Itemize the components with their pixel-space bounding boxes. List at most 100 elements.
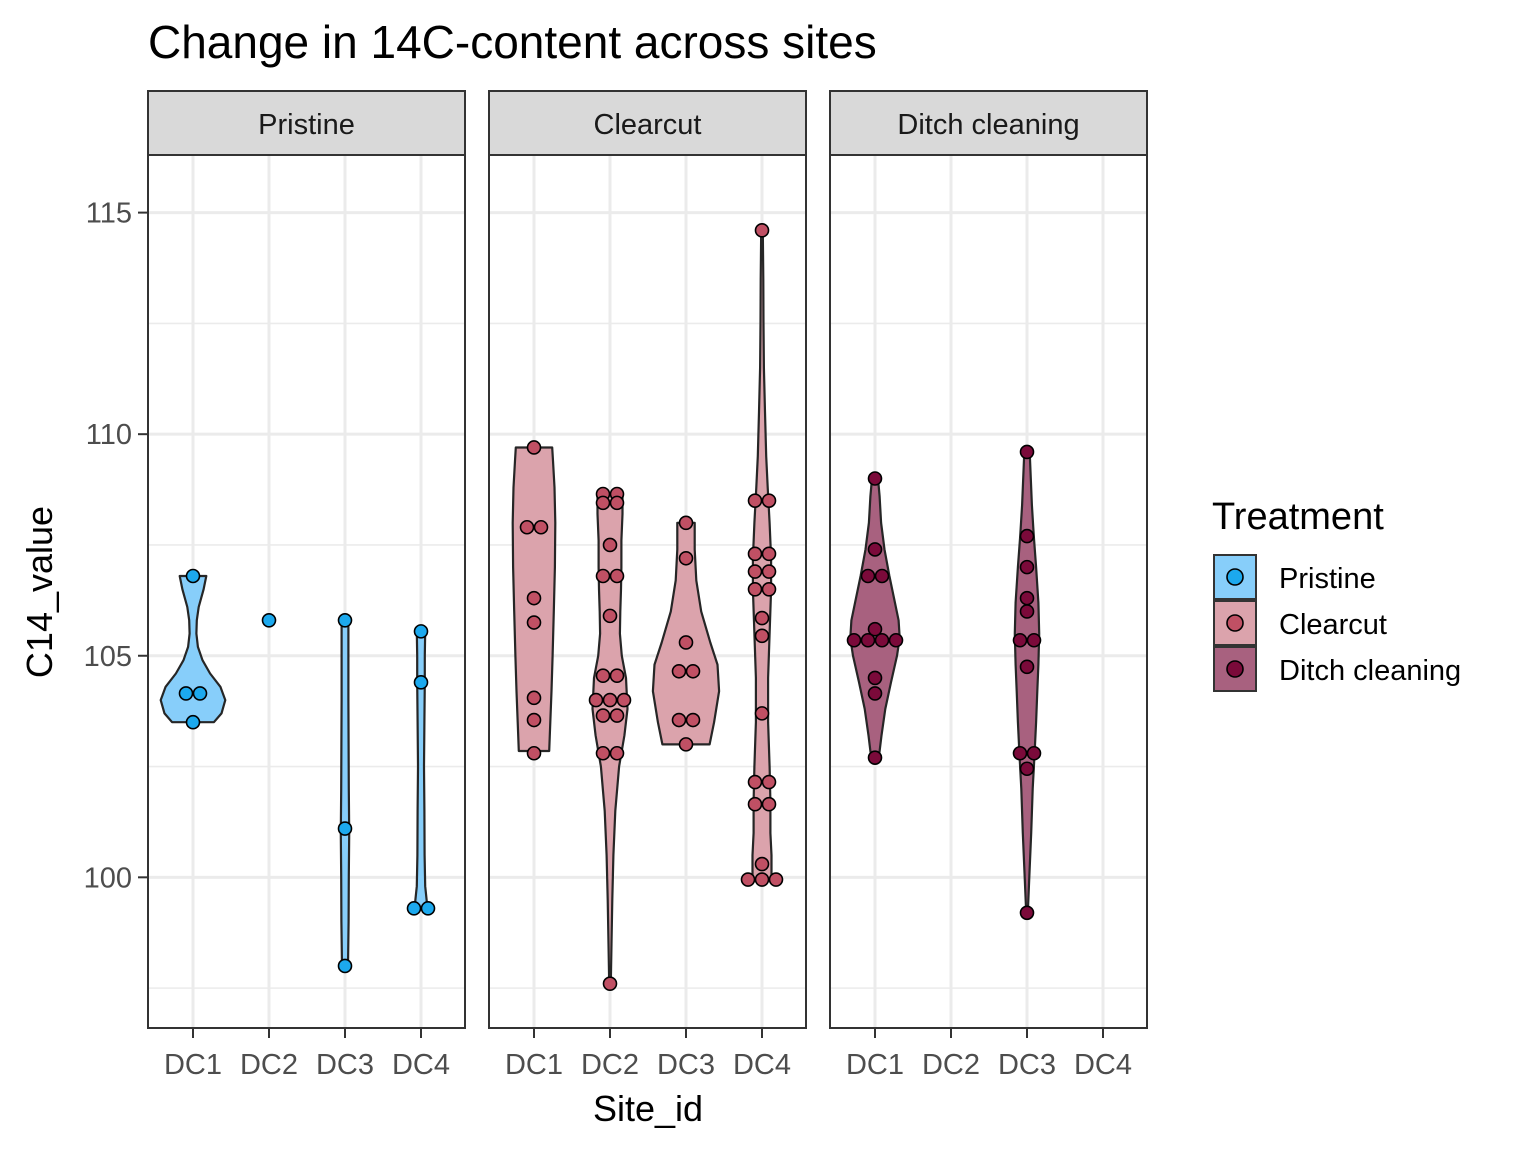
data-point bbox=[609, 495, 625, 511]
x-tick-label: DC4 bbox=[733, 1049, 791, 1081]
violin-dc3 bbox=[339, 619, 351, 968]
data-point bbox=[747, 581, 763, 597]
legend-label: Clearcut bbox=[1279, 609, 1387, 641]
data-point bbox=[192, 686, 208, 701]
data-point bbox=[609, 745, 625, 761]
data-point bbox=[678, 737, 694, 752]
data-point bbox=[526, 590, 542, 606]
data-point bbox=[1019, 590, 1035, 606]
data-point bbox=[595, 495, 611, 511]
legend-key-point bbox=[1226, 660, 1244, 678]
x-tick-label: DC2 bbox=[922, 1049, 980, 1081]
data-point bbox=[754, 628, 770, 644]
data-point bbox=[1019, 761, 1035, 777]
data-point bbox=[860, 568, 876, 584]
data-point bbox=[754, 706, 770, 721]
legend-key-point bbox=[1226, 568, 1244, 586]
data-point bbox=[588, 692, 604, 708]
data-point bbox=[413, 675, 429, 690]
data-point bbox=[609, 668, 625, 683]
facet-strip bbox=[829, 90, 1148, 156]
chart-title: Change in 14C-content across sites bbox=[148, 16, 877, 68]
data-point bbox=[526, 615, 542, 630]
facet-strip bbox=[147, 90, 466, 156]
y-tick-label: 115 bbox=[86, 198, 132, 230]
data-point bbox=[754, 872, 770, 887]
data-point bbox=[526, 440, 542, 455]
data-point bbox=[1026, 745, 1042, 761]
facet-panel: Clearcut DC1 DC2 DC3 DC4 bbox=[488, 90, 807, 1081]
data-point bbox=[1012, 632, 1028, 648]
data-point bbox=[754, 856, 770, 872]
data-point bbox=[533, 519, 549, 535]
data-point bbox=[761, 546, 777, 562]
data-point bbox=[595, 568, 611, 584]
data-point bbox=[185, 714, 201, 730]
data-point bbox=[178, 686, 194, 701]
data-point bbox=[860, 632, 876, 648]
legend: Treatment Pristine Clearcut Ditch cleaning bbox=[1212, 496, 1461, 692]
data-point bbox=[754, 223, 770, 238]
x-tick-label: DC4 bbox=[1074, 1049, 1132, 1081]
facet-strip-label: Clearcut bbox=[594, 109, 702, 141]
facet-panels: Pristine DC1 DC2 DC3 DC4 Clearcut DC1 DC2 DC3 DC4… bbox=[147, 90, 1148, 1081]
data-point bbox=[526, 745, 542, 761]
facet-panel: Pristine DC1 DC2 DC3 DC4 bbox=[147, 90, 466, 1081]
y-tick-label: 105 bbox=[84, 641, 132, 673]
facet-panel: Ditch cleaning DC1 DC2 DC3 DC4 bbox=[829, 90, 1148, 1081]
legend-item: Ditch cleaning bbox=[1213, 646, 1461, 692]
data-point bbox=[747, 493, 763, 508]
data-point bbox=[867, 621, 883, 637]
facet-strip bbox=[488, 90, 807, 156]
legend-item: Clearcut bbox=[1213, 600, 1387, 646]
x-tick-label: DC2 bbox=[581, 1049, 639, 1081]
facet-strip-label: Ditch cleaning bbox=[897, 109, 1079, 141]
legend-key-point bbox=[1226, 614, 1244, 632]
x-tick-label: DC1 bbox=[846, 1049, 904, 1081]
data-point bbox=[747, 546, 763, 562]
data-point bbox=[867, 686, 883, 701]
data-point bbox=[671, 663, 687, 679]
data-point bbox=[874, 568, 890, 584]
legend-title: Treatment bbox=[1212, 496, 1384, 538]
x-tick-label: DC1 bbox=[164, 1049, 222, 1081]
data-point bbox=[602, 692, 618, 708]
data-point bbox=[595, 668, 611, 683]
y-axis-title: C14_value bbox=[19, 506, 60, 678]
data-point bbox=[888, 632, 904, 648]
data-point bbox=[761, 564, 777, 579]
x-axis-title: Site_id bbox=[593, 1088, 703, 1129]
data-point bbox=[761, 774, 777, 790]
data-point bbox=[747, 796, 763, 812]
data-point bbox=[519, 519, 535, 535]
data-point bbox=[1019, 905, 1035, 921]
data-point bbox=[671, 712, 687, 728]
x-tick-label: DC2 bbox=[240, 1049, 298, 1081]
violin-dc1 bbox=[159, 574, 227, 724]
data-point bbox=[413, 624, 429, 639]
x-tick-label: DC3 bbox=[657, 1049, 715, 1081]
data-point bbox=[1019, 604, 1035, 619]
facet-strip-label: Pristine bbox=[258, 109, 355, 141]
data-point bbox=[1012, 745, 1028, 761]
x-tick-label: DC1 bbox=[505, 1049, 563, 1081]
data-point bbox=[678, 515, 694, 531]
data-point bbox=[602, 608, 618, 624]
data-point bbox=[420, 901, 436, 916]
data-point bbox=[754, 610, 770, 626]
data-point bbox=[685, 663, 701, 679]
data-point bbox=[595, 745, 611, 761]
data-point bbox=[1019, 444, 1035, 460]
data-point bbox=[867, 471, 883, 486]
legend-label: Pristine bbox=[1279, 563, 1376, 595]
data-point bbox=[609, 568, 625, 584]
data-point bbox=[406, 901, 422, 916]
data-point bbox=[616, 692, 632, 708]
y-tick-label: 100 bbox=[84, 862, 132, 894]
data-point bbox=[1019, 559, 1035, 575]
x-tick-label: DC3 bbox=[998, 1049, 1056, 1081]
data-point bbox=[678, 550, 694, 566]
data-point bbox=[1019, 528, 1035, 544]
data-point bbox=[761, 796, 777, 812]
legend-label: Ditch cleaning bbox=[1279, 655, 1461, 687]
